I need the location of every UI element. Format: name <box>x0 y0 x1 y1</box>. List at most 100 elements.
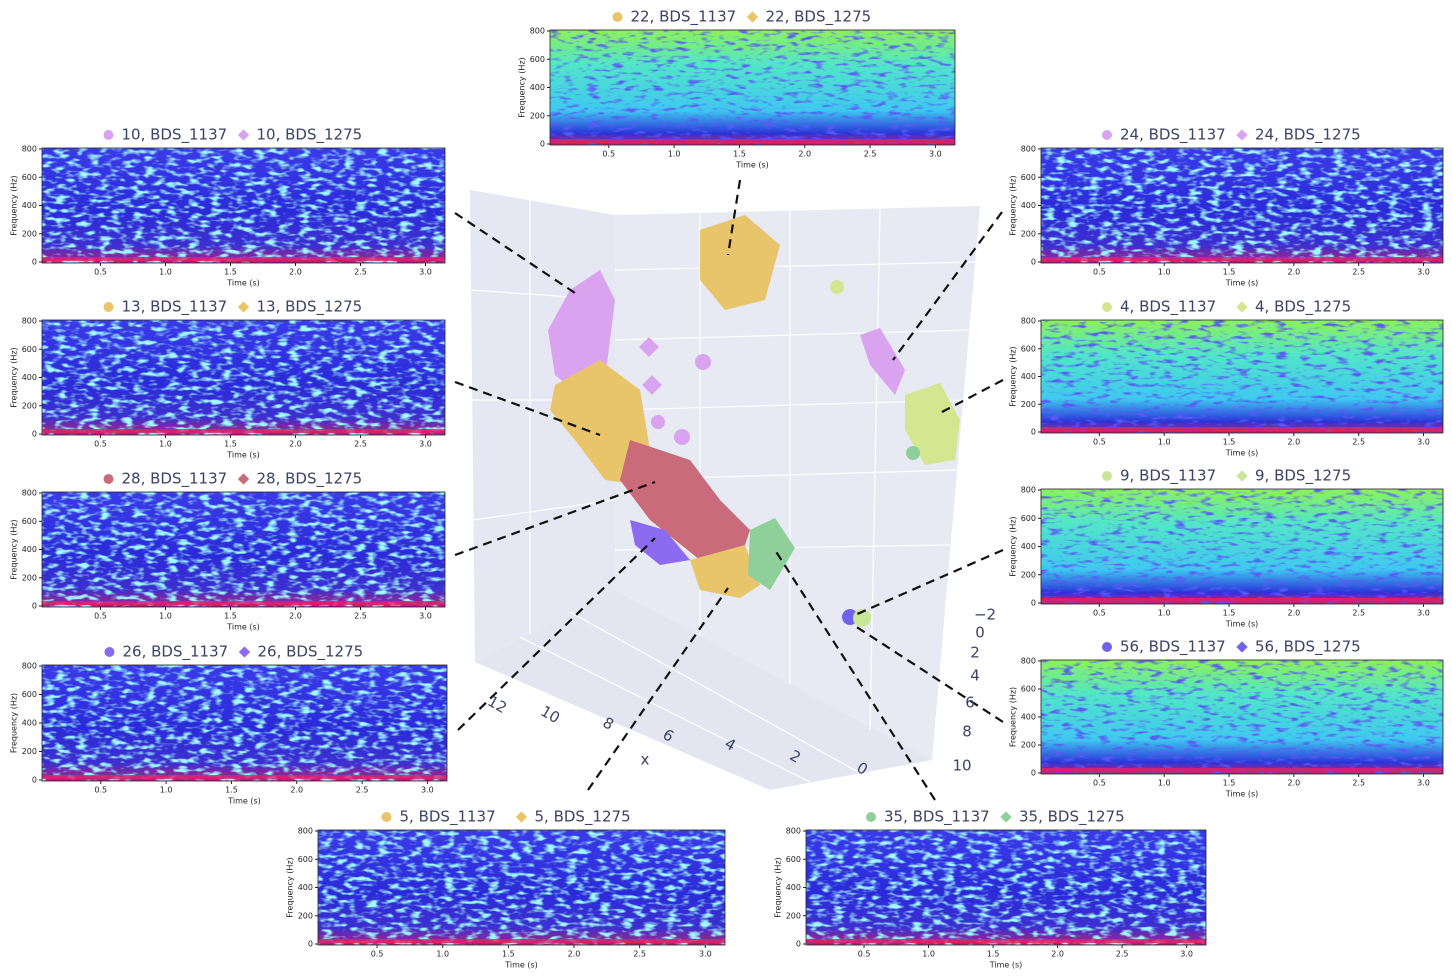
y-tick-label: 0 <box>32 776 37 785</box>
x-tick-label: 2.5 <box>354 612 367 621</box>
y-axis-label: Frequency (Hz) <box>1009 175 1018 235</box>
legend-marker <box>1236 470 1247 481</box>
y-axis-label: Frequency (Hz) <box>10 693 19 753</box>
x-tick-label: 3.0 <box>419 612 432 621</box>
y-tick-label: 800 <box>1021 145 1036 154</box>
y-tick-label: 200 <box>22 747 37 756</box>
x-axis-label: Time (s) <box>989 961 1023 970</box>
spectrogram-noise <box>550 30 955 145</box>
y-tick-label: 0 <box>32 258 37 267</box>
x-tick-label: 1.5 <box>1223 609 1236 618</box>
y-tick-label: 800 <box>1021 486 1036 495</box>
y-tick-label-3d: 0 <box>975 624 985 642</box>
x-axis-label: Time (s) <box>226 451 260 460</box>
legend-label: 28, BDS_1275 <box>257 470 363 489</box>
spectrogram-noise <box>1041 148 1443 263</box>
legend-label: 13, BDS_1137 <box>122 298 228 317</box>
x-tick-label: 0.5 <box>1093 438 1106 447</box>
y-tick-label: 0 <box>1031 599 1036 608</box>
legend-label: 9, BDS_1137 <box>1120 467 1216 486</box>
x-tick-label: 1.0 <box>1158 609 1171 618</box>
legend-label: 35, BDS_1275 <box>1019 808 1125 827</box>
spectrogram-panel: 4, BDS_11374, BDS_127502004006008000.51.… <box>1009 298 1444 458</box>
legend-label: 56, BDS_1275 <box>1255 638 1361 657</box>
x-tick-label: 1.0 <box>922 950 935 959</box>
y-tick-label: 400 <box>1021 201 1036 210</box>
y-tick-label: 400 <box>22 545 37 554</box>
low-band <box>42 429 445 433</box>
legend-label: 4, BDS_1137 <box>1120 298 1216 317</box>
x-axis-label: Time (s) <box>226 279 260 288</box>
x-tick-label: 2.0 <box>1288 438 1301 447</box>
y-tick-label: 800 <box>1021 657 1036 666</box>
x-tick-label: 0.5 <box>602 150 615 159</box>
x-tick-label: 2.5 <box>356 786 369 795</box>
x-tick-label: 1.0 <box>1158 268 1171 277</box>
legend-label: 56, BDS_1137 <box>1120 638 1226 657</box>
legend-marker <box>613 12 623 22</box>
y-tick-label: 200 <box>530 111 545 120</box>
x-axis-label: Time (s) <box>1225 620 1259 629</box>
y-tick-label: 800 <box>22 489 37 498</box>
y-tick-label: 600 <box>530 55 545 64</box>
x-tick-label: 1.0 <box>1158 438 1171 447</box>
spectrogram-noise <box>1041 660 1443 774</box>
y-tick-label: 0 <box>1031 258 1036 267</box>
x-tick-label: 1.5 <box>1223 268 1236 277</box>
x-tick-label: 1.5 <box>1223 779 1236 788</box>
legend-marker <box>105 647 115 657</box>
legend-marker <box>1102 642 1112 652</box>
x-tick-label-3d: 12 <box>484 692 510 717</box>
y-tick-label: 400 <box>530 83 545 92</box>
spectrogram-noise <box>1041 320 1443 433</box>
y-tick-label: 800 <box>786 827 801 836</box>
x-tick-label: 2.0 <box>289 440 302 449</box>
y-axis-label: Frequency (Hz) <box>1009 687 1018 747</box>
y-tick-label: 600 <box>1021 514 1036 523</box>
low-band <box>1041 257 1443 261</box>
x-tick-label: 1.0 <box>160 786 173 795</box>
spectrogram-noise <box>806 830 1206 945</box>
low-band <box>806 939 1206 943</box>
y-tick-label: 200 <box>298 911 313 920</box>
legend-marker <box>747 11 758 22</box>
x-tick-label: 3.0 <box>1417 438 1430 447</box>
y-tick-label: 200 <box>1021 400 1036 409</box>
x-tick-label: 2.5 <box>1352 268 1365 277</box>
x-tick-label: 2.5 <box>354 268 367 277</box>
x-tick-label: 2.0 <box>1051 950 1064 959</box>
x-tick-label-3d: 10 <box>537 702 563 727</box>
y-tick-label: 600 <box>22 517 37 526</box>
x-tick-label: 0.5 <box>1093 609 1106 618</box>
y-tick-label: 600 <box>298 855 313 864</box>
x-tick-label: 1.5 <box>224 612 237 621</box>
x-tick-label: 2.5 <box>354 440 367 449</box>
x-tick-label: 2.5 <box>633 950 646 959</box>
x-tick-label: 3.0 <box>699 950 712 959</box>
x-tick-label: 2.0 <box>1288 609 1301 618</box>
y-tick-label: 800 <box>298 827 313 836</box>
x-tick-label: 0.5 <box>94 612 107 621</box>
y-tick-label: 0 <box>540 140 545 149</box>
low-band <box>1041 598 1443 602</box>
legend-label: 10, BDS_1275 <box>257 126 363 145</box>
legend-marker <box>866 812 876 822</box>
legend-label: 10, BDS_1137 <box>122 126 228 145</box>
x-tick-label: 3.0 <box>419 268 432 277</box>
y-tick-label: 200 <box>22 229 37 238</box>
y-tick-label: 800 <box>22 317 37 326</box>
y-tick-label-3d: 6 <box>965 694 975 712</box>
low-band <box>42 257 445 261</box>
spectrogram-noise <box>42 492 445 607</box>
low-band <box>1041 427 1443 431</box>
x-tick-label: 1.5 <box>225 786 238 795</box>
y-tick-label-3d: 10 <box>952 757 971 775</box>
x-axis-label: Time (s) <box>1225 279 1259 288</box>
x-tick-label: 1.0 <box>436 950 449 959</box>
legend-marker <box>104 302 114 312</box>
spectrogram-noise <box>42 665 447 781</box>
y-axis-label: Frequency (Hz) <box>1009 346 1018 406</box>
x-tick-label: 2.0 <box>290 786 303 795</box>
